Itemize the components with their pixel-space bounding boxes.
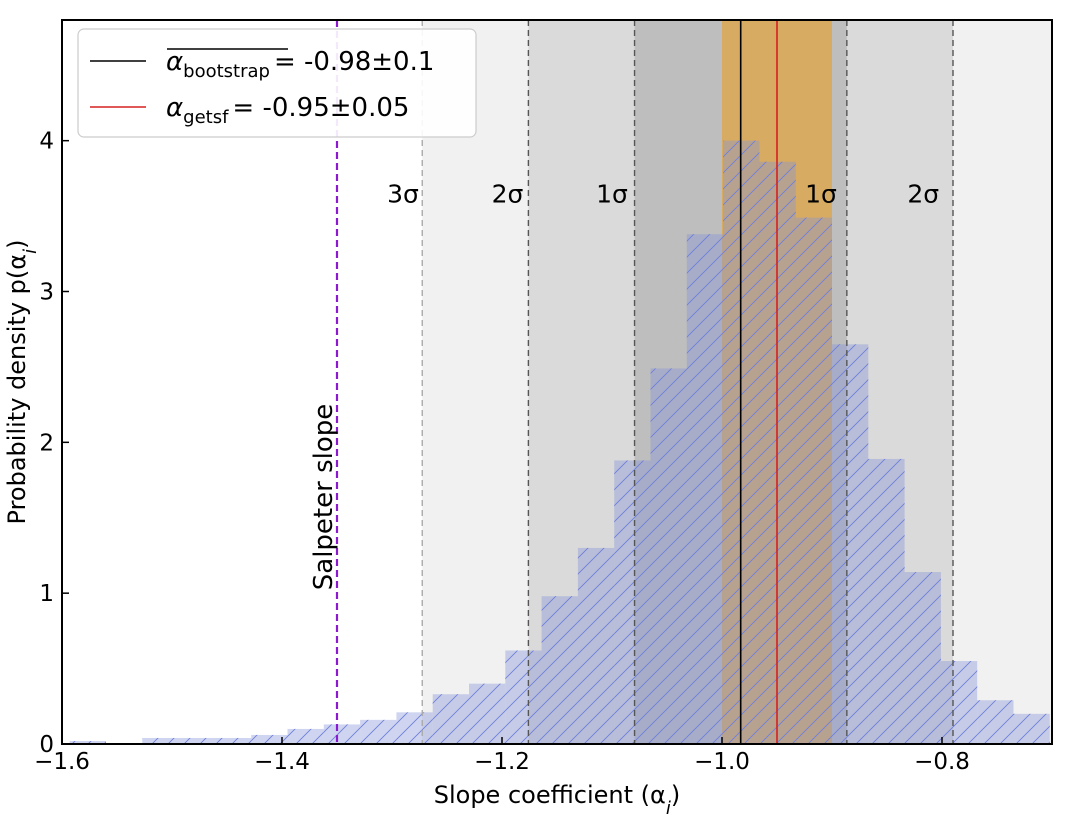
y-axis: 0 1 2 3 4 (39, 129, 69, 758)
salpeter-label: Salpeter slope (309, 404, 339, 590)
sigma-label: 2σ (907, 179, 939, 208)
x-axis-label: Slope coefficient (αi) (434, 781, 681, 819)
legend-box (77, 28, 477, 138)
salpeter-annotation: Salpeter slope (309, 404, 339, 590)
histogram-bar-hatch (323, 724, 361, 744)
histogram-bar-hatch (904, 572, 941, 744)
y-tick-label: 0 (39, 732, 54, 758)
x-tick-label: −1.6 (34, 749, 90, 775)
histogram-bar-hatch (977, 700, 1014, 744)
y-tick-label: 4 (39, 129, 54, 155)
y-tick-label: 3 (39, 280, 54, 306)
histogram-bar-hatch (505, 650, 542, 744)
sigma-labels: 3σ 2σ 1σ 1σ 2σ (387, 179, 939, 208)
x-tick-label: −0.8 (914, 749, 970, 775)
sigma-label: 1σ (596, 179, 628, 208)
histogram-bar-hatch (686, 234, 724, 744)
x-tick-label: −1.2 (474, 749, 530, 775)
histogram-bar-hatch (396, 712, 433, 744)
legend-entry: αgetsf = -0.95±0.05 (166, 93, 409, 128)
histogram-bar-hatch (360, 719, 397, 744)
x-tick-label: −1.4 (254, 749, 310, 775)
histogram-bar-hatch (432, 694, 469, 744)
y-axis-label: Probability density p(αi) (3, 240, 41, 525)
histogram-bar-hatch (287, 728, 324, 744)
histogram-bar-hatch (868, 458, 905, 744)
sigma-label: 2σ (492, 179, 524, 208)
histogram-bar-hatch (178, 737, 215, 744)
histogram-bar-hatch (832, 344, 869, 744)
histogram-bar-hatch (69, 740, 106, 744)
y-tick-label: 1 (39, 581, 54, 607)
y-tick-label: 2 (39, 430, 54, 456)
histogram-bar-hatch (795, 217, 832, 744)
x-axis: −1.6 −1.4 −1.2 −1.0 −0.8 (34, 737, 970, 775)
plot-frame (61, 19, 1053, 745)
sigma-label: 3σ (387, 179, 419, 208)
histogram-bar-hatch (614, 460, 651, 744)
histogram-bar-hatch (541, 596, 578, 744)
histogram-bar-hatch (1013, 713, 1050, 744)
x-tick-label: −1.0 (694, 749, 750, 775)
histogram-bar-hatch (577, 547, 615, 744)
histogram-bar-hatch (251, 734, 288, 744)
legend-entry: αbootstrap = -0.98±0.1 (166, 47, 434, 82)
histogram-bar-hatch (940, 661, 978, 744)
histogram-bar-hatch (650, 368, 687, 744)
legend: αbootstrap = -0.98±0.1 αgetsf = -0.95±0.05 (77, 28, 477, 138)
histogram-bar-hatch (214, 737, 252, 744)
sigma-label: 1σ (805, 179, 837, 208)
reference-lines (335, 20, 954, 744)
histogram-bar-hatch (469, 683, 506, 744)
histogram-bar-hatch (142, 737, 179, 744)
